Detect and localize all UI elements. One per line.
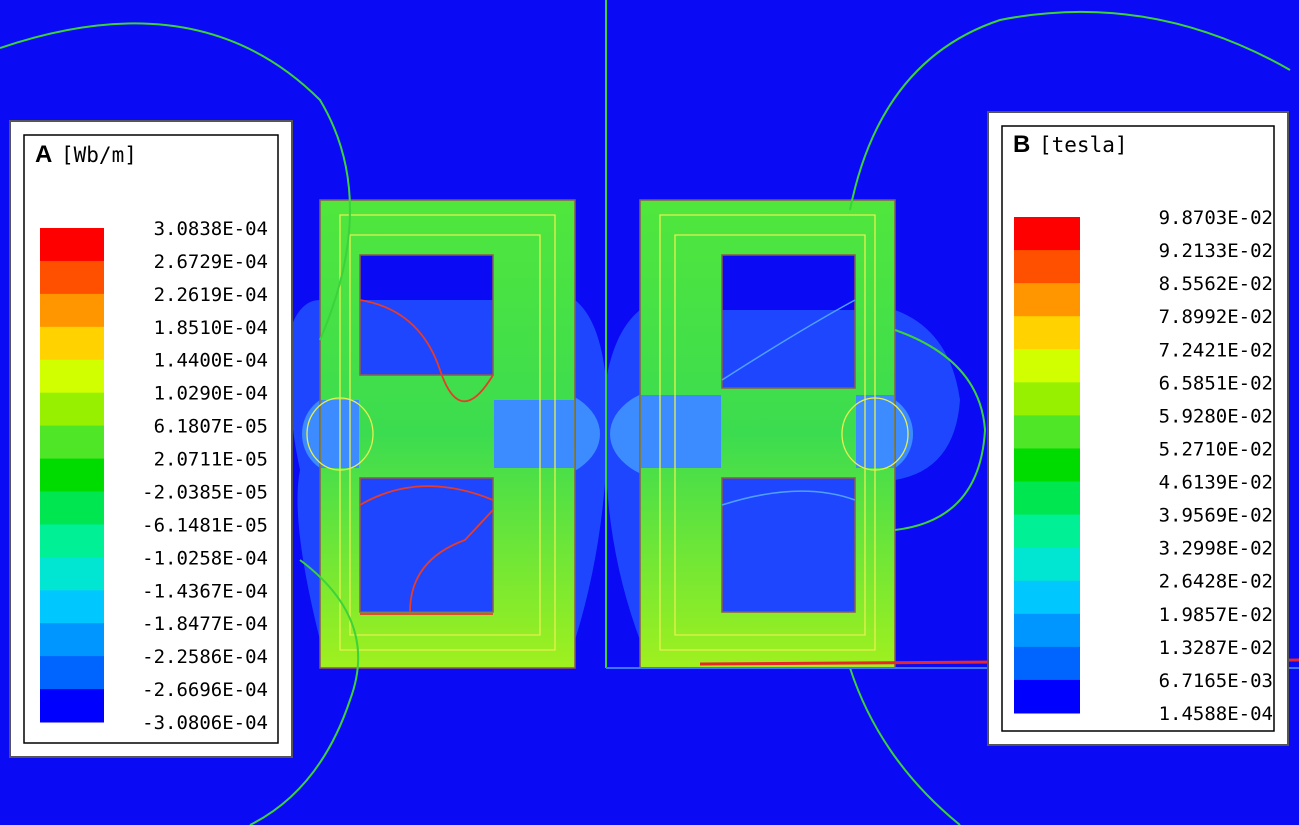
legend-label: 2.6729E-04 [154, 251, 268, 273]
legend-label: 8.5562E-02 [1159, 273, 1273, 295]
legend-label: -2.2586E-04 [142, 646, 268, 668]
legend-label: 7.8992E-02 [1159, 306, 1273, 328]
color-band [1014, 316, 1080, 350]
legend-letter: B [1013, 131, 1030, 158]
legend-label: -1.8477E-04 [142, 613, 268, 635]
legend-label: 2.0711E-05 [154, 449, 268, 471]
color-band [40, 425, 104, 460]
legend-label: 1.4400E-04 [154, 350, 268, 372]
red-contours [359, 299, 494, 615]
legend-label: 6.5851E-02 [1159, 372, 1273, 394]
legend-label: -2.6696E-04 [142, 679, 268, 701]
legend-label: 3.0838E-04 [154, 218, 268, 240]
legend: A [Wb/m] 3.0838E-04 2.6729E-04 2.2619E-04 1.8… [9, 120, 293, 758]
legend-label: 1.4588E-04 [1159, 703, 1273, 725]
color-band [1014, 481, 1080, 516]
legend-label: 9.2133E-02 [1159, 240, 1273, 262]
color-band [40, 326, 104, 361]
color-band [40, 392, 104, 427]
color-band [1014, 382, 1080, 416]
color-band [1014, 448, 1080, 483]
legend-frame [23, 134, 279, 744]
legend-label: -1.4367E-04 [142, 580, 268, 602]
legend: B [tesla] 9.8703E-02 9.2133E-02 8.5562E-02 7.… [987, 111, 1289, 746]
color-band [1014, 580, 1080, 615]
legend-label: 1.3287E-02 [1159, 637, 1273, 659]
color-band [40, 293, 104, 328]
legend-label: 5.9280E-02 [1159, 405, 1273, 427]
color-band [1014, 514, 1080, 549]
legend-label: -3.0806E-04 [142, 712, 268, 734]
legend-label: 3.9569E-02 [1159, 505, 1273, 527]
legend-label: 7.2421E-02 [1159, 339, 1273, 361]
legend-label: 5.2710E-02 [1159, 438, 1273, 460]
legend-label: 2.6428E-02 [1159, 571, 1273, 593]
color-band [1014, 283, 1080, 317]
legend-label: 9.8703E-02 [1159, 207, 1273, 229]
legend-label: 3.2998E-02 [1159, 538, 1273, 560]
legend-label: -1.0258E-04 [142, 547, 268, 569]
legend-label: 4.6139E-02 [1159, 472, 1273, 494]
color-band [1014, 217, 1080, 251]
color-band [1014, 349, 1080, 383]
legends: A [Wb/m] 3.0838E-04 2.6729E-04 2.2619E-04 1.8… [9, 111, 1289, 758]
legend-unit: [tesla] [1039, 133, 1128, 157]
legend-label: 6.7165E-03 [1159, 670, 1273, 692]
color-band [40, 260, 104, 295]
legend-label: 1.9857E-02 [1159, 604, 1273, 626]
color-band [1014, 415, 1080, 449]
legend-label: 1.8510E-04 [154, 317, 268, 339]
legend-letter: A [35, 141, 52, 168]
color-band [1014, 613, 1080, 648]
color-band [40, 491, 104, 525]
legend-label: -6.1481E-05 [142, 514, 268, 536]
color-band [1014, 679, 1080, 714]
legend-frame [1001, 125, 1275, 732]
color-band [40, 656, 104, 690]
color-band [40, 458, 104, 492]
legend-label: 6.1807E-05 [154, 416, 268, 438]
legend-label: 1.0290E-04 [154, 383, 268, 405]
legend-label: 2.2619E-04 [154, 284, 268, 306]
color-band [1014, 547, 1080, 582]
color-band [40, 623, 104, 657]
color-band [1014, 646, 1080, 681]
color-band [1014, 250, 1080, 284]
legend-unit: [Wb/m] [61, 143, 137, 167]
blue-contours [721, 299, 856, 506]
color-band [40, 524, 104, 558]
legend-label: -2.0385E-05 [142, 481, 268, 503]
flux-lines [306, 214, 909, 651]
color-band [40, 689, 104, 723]
color-band [40, 557, 104, 591]
color-band [40, 590, 104, 624]
color-band [40, 228, 104, 262]
color-band [40, 359, 104, 394]
